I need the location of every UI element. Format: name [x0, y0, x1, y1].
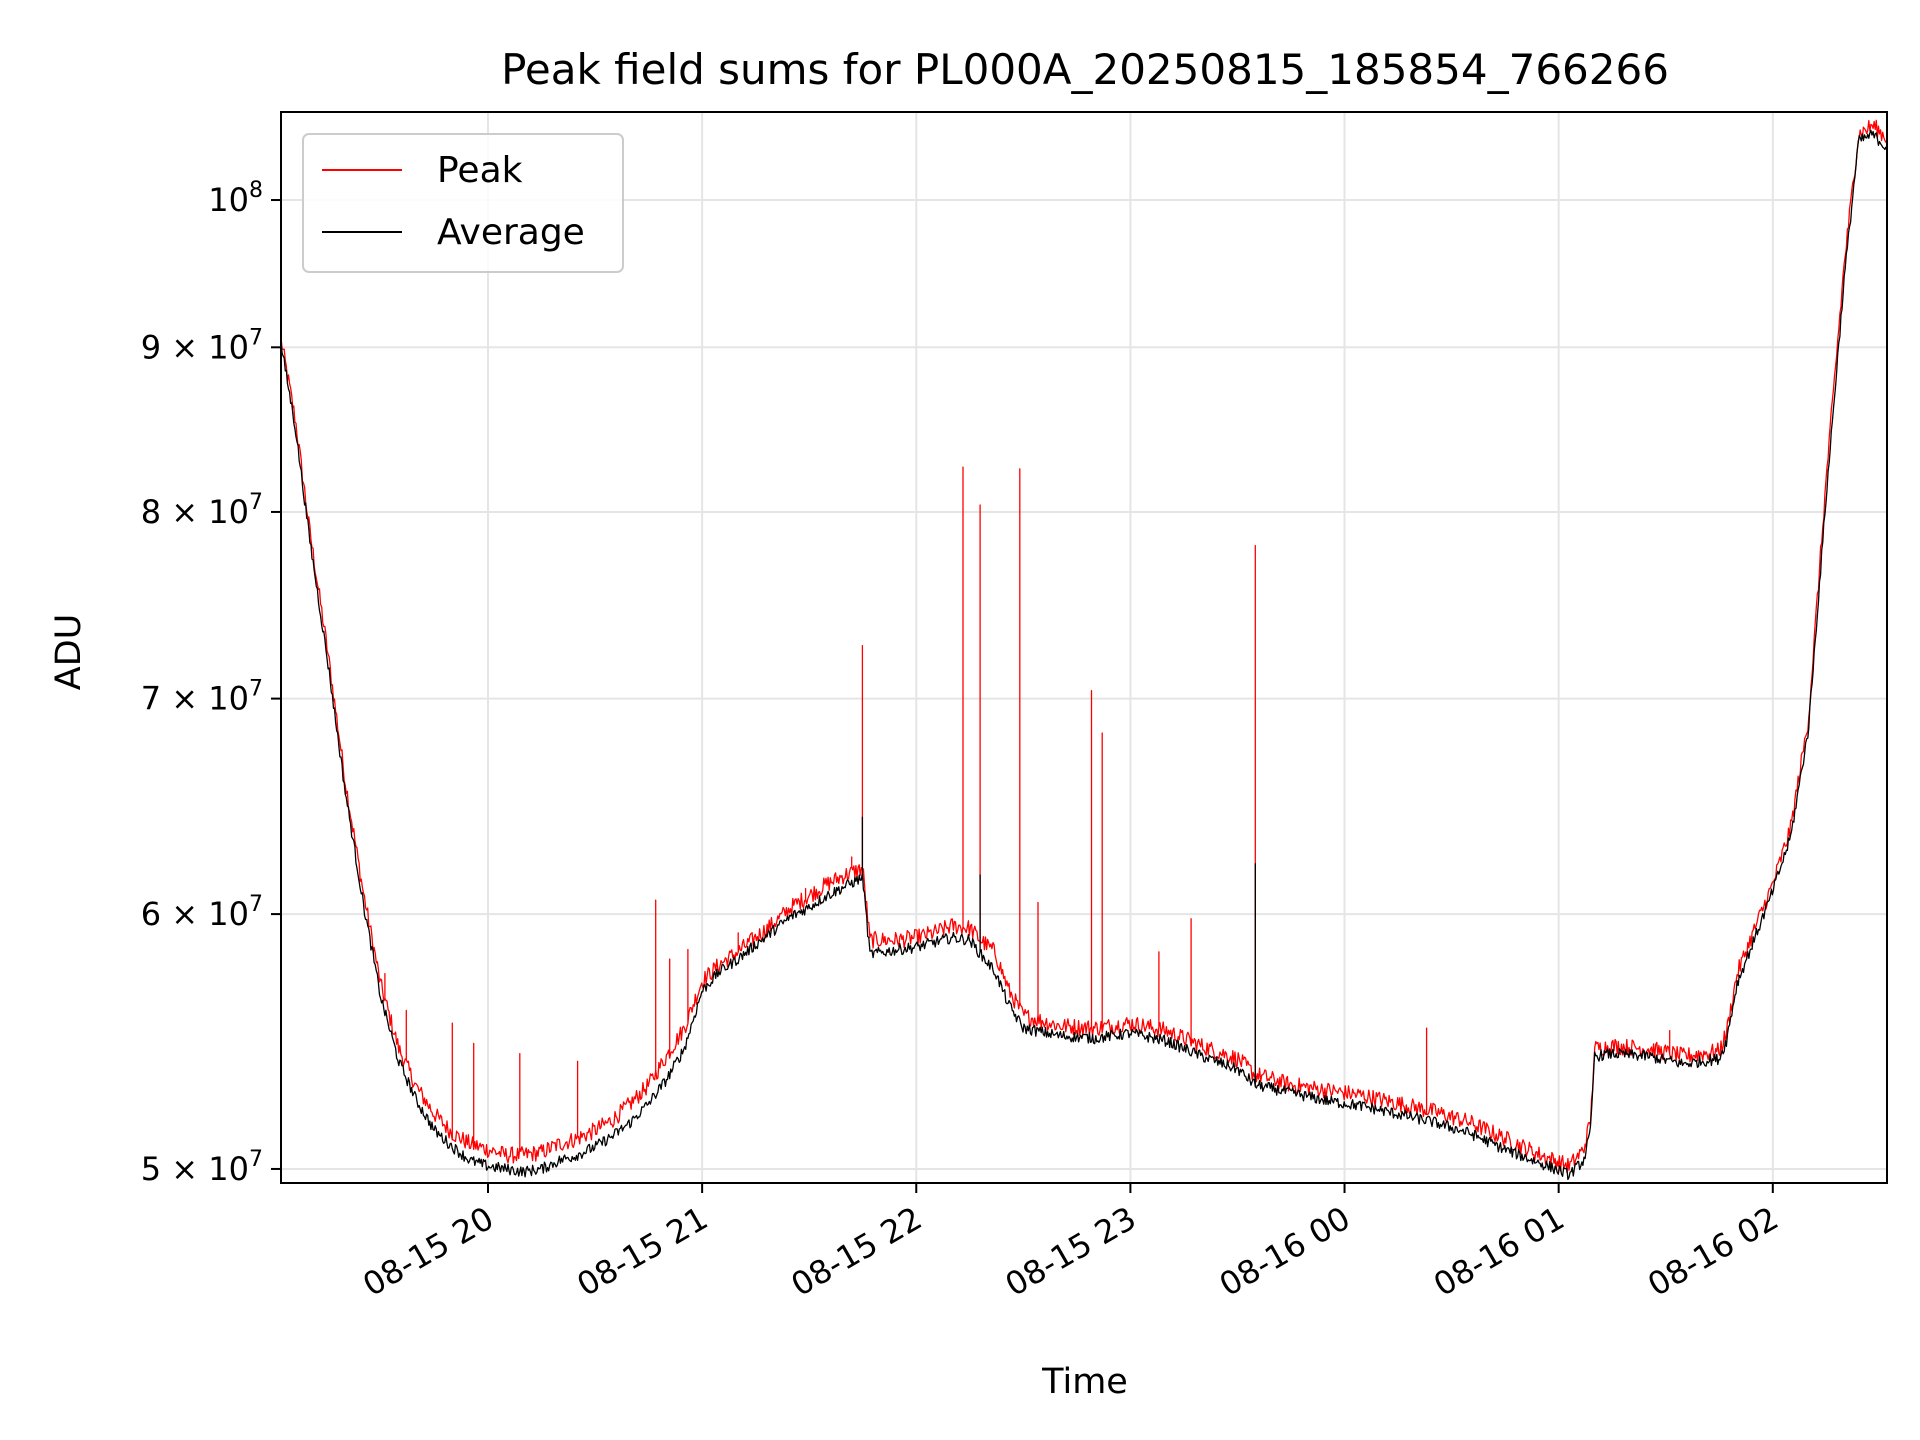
legend-box: [302, 133, 624, 273]
y-tick-label: 7 × 107: [141, 677, 263, 718]
series-line-average: [280, 129, 1888, 1181]
y-tick-label: 5 × 107: [141, 1147, 263, 1188]
series-line-peak: [280, 119, 1888, 1174]
legend: Peak Average: [302, 133, 624, 273]
chart-title: Peak field sums for PL000A_20250815_1858…: [501, 45, 1669, 94]
y-tick-label: 8 × 107: [141, 490, 263, 531]
legend-label-average: Average: [437, 212, 585, 253]
grid: [281, 112, 1887, 1183]
x-axis-label: Time: [1041, 1362, 1128, 1402]
series-lines: [280, 119, 1888, 1181]
y-tick-label: 9 × 107: [141, 325, 263, 366]
plot-frame: [280, 111, 1888, 1184]
y-tick-label: 6 × 107: [141, 892, 263, 933]
legend-label-peak: Peak: [437, 150, 523, 191]
y-axis-label: ADU: [49, 614, 89, 691]
